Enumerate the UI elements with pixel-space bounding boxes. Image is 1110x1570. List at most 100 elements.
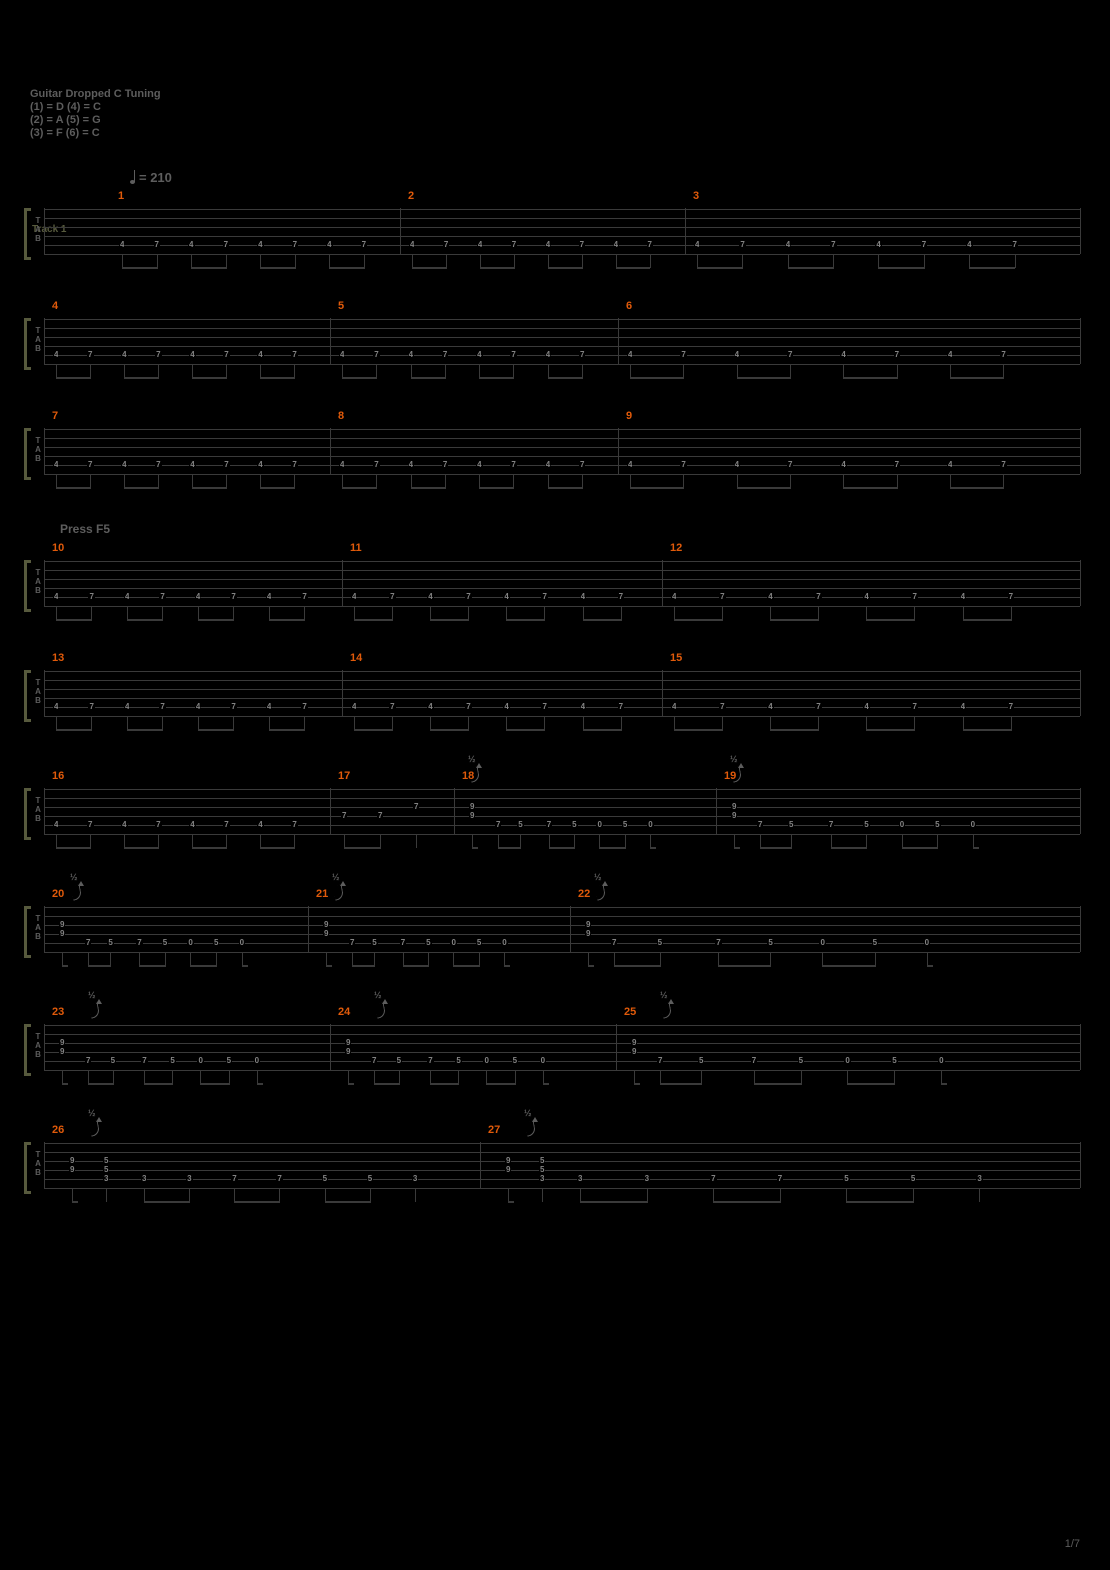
note-beam (866, 619, 915, 621)
note-stem (897, 474, 898, 488)
fret-number: 5 (798, 1057, 804, 1065)
measure-number: 22 (578, 888, 590, 900)
fret-number: 7 (751, 1057, 757, 1065)
note-beam (674, 729, 723, 731)
string-line (44, 834, 1080, 835)
fret-number: 7 (349, 939, 355, 947)
fret-number: 7 (777, 1175, 783, 1183)
note-stem (737, 364, 738, 378)
fret-number: 4 (734, 461, 740, 469)
fret-number: 7 (155, 461, 161, 469)
barline (1080, 670, 1081, 716)
fret-number: 5 (622, 821, 628, 829)
fret-number: 5 (571, 821, 577, 829)
note-beam (660, 1083, 702, 1085)
note-stem (56, 716, 57, 730)
note-stem (260, 834, 261, 848)
note-stem (544, 716, 545, 730)
fret-number: 5 (539, 1166, 545, 1174)
note-stem (294, 474, 295, 488)
tuning-title: Guitar Dropped C Tuning (30, 88, 161, 101)
note-stem (634, 1070, 635, 1084)
note-beam (88, 965, 111, 967)
quarter-note-icon (130, 170, 136, 184)
note-stem (1011, 606, 1012, 620)
note-stem (722, 716, 723, 730)
note-stem (770, 952, 771, 966)
note-flag (941, 1083, 947, 1085)
barline (1080, 428, 1081, 474)
fret-number: 7 (579, 461, 585, 469)
barline (44, 1024, 45, 1070)
fret-number: 4 (627, 351, 633, 359)
barline (1080, 1024, 1081, 1070)
fret-number: 5 (169, 1057, 175, 1065)
note-stem (229, 1070, 230, 1084)
note-stem (468, 716, 469, 730)
fret-number: 9 (631, 1048, 637, 1056)
fret-number: 5 (455, 1057, 461, 1065)
fret-number: 3 (539, 1175, 545, 1183)
note-stem (770, 606, 771, 620)
string-line (44, 1034, 1080, 1035)
note-beam (498, 847, 521, 849)
note-beam (479, 377, 514, 379)
measure-number: 6 (626, 300, 632, 312)
note-beam (144, 1201, 190, 1203)
fret-number: 0 (596, 821, 602, 829)
note-beam (697, 267, 743, 269)
fret-number: 4 (427, 593, 433, 601)
note-stem (260, 364, 261, 378)
fret-number: 4 (257, 821, 263, 829)
note-stem (325, 1188, 326, 1202)
note-stem (430, 1070, 431, 1084)
note-beam (260, 487, 295, 489)
note-stem (165, 952, 166, 966)
fret-number: 4 (53, 351, 59, 359)
fret-number: 7 (911, 703, 917, 711)
string-line (44, 1052, 1080, 1053)
measure-number: 1 (118, 190, 124, 202)
note-stem (614, 952, 615, 966)
note-stem (480, 254, 481, 268)
tab-clef: TAB (34, 1150, 42, 1177)
note-stem (158, 834, 159, 848)
system-bracket (24, 560, 31, 612)
note-stem (124, 474, 125, 488)
note-stem (866, 834, 867, 848)
note-stem (348, 1070, 349, 1084)
bend-arrow-icon (662, 1000, 672, 1018)
note-beam (843, 487, 897, 489)
barline (1080, 208, 1081, 254)
note-stem (697, 254, 698, 268)
note-beam (770, 729, 819, 731)
fret-number: 7 (541, 593, 547, 601)
note-stem (56, 364, 57, 378)
string-line (44, 671, 1080, 672)
bend-label: ½ (374, 990, 382, 1000)
bend-label: ½ (524, 1108, 532, 1118)
measure-number: 5 (338, 300, 344, 312)
barline (308, 906, 309, 952)
note-stem (326, 952, 327, 966)
fret-number: 7 (442, 461, 448, 469)
fret-number: 5 (512, 1057, 518, 1065)
fret-number: 7 (223, 821, 229, 829)
barline (1080, 1142, 1081, 1188)
note-stem (392, 716, 393, 730)
fret-number: 4 (580, 703, 586, 711)
note-stem (543, 1070, 544, 1084)
tab-clef: TAB (34, 568, 42, 595)
fret-number: 7 (85, 1057, 91, 1065)
fret-number: 9 (59, 1039, 65, 1047)
note-beam (506, 619, 545, 621)
barline (44, 906, 45, 952)
fret-number: 0 (187, 939, 193, 947)
note-flag (973, 847, 979, 849)
fret-number: 7 (1008, 593, 1014, 601)
fret-number: 7 (1000, 351, 1006, 359)
note-stem (866, 716, 867, 730)
note-stem (846, 1188, 847, 1202)
fret-number: 0 (254, 1057, 260, 1065)
note-stem (548, 364, 549, 378)
